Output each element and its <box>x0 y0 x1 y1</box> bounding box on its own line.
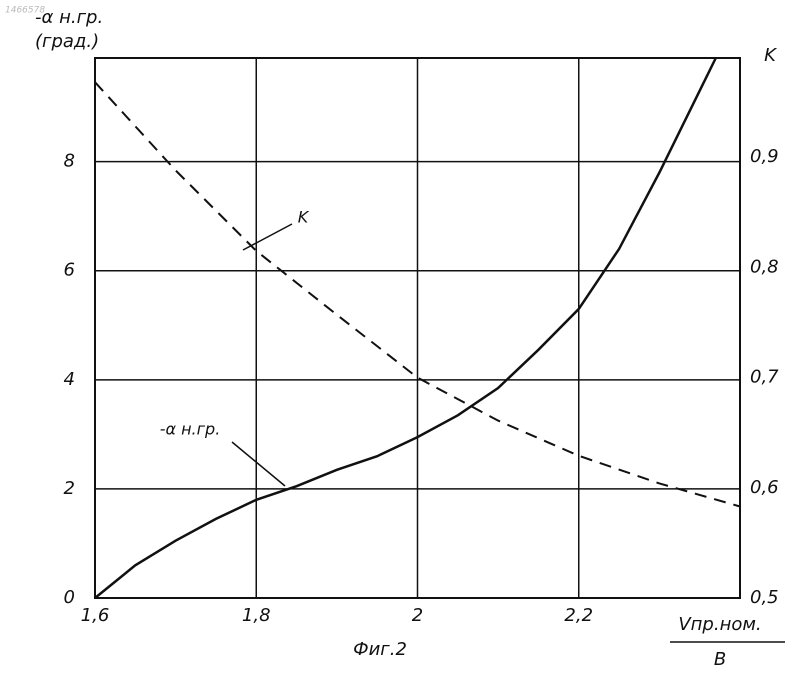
caption: Фиг.2 <box>353 639 407 660</box>
x-axis-label: B <box>714 649 726 670</box>
line-series <box>95 58 716 598</box>
y2-tick-label: 0,8 <box>750 256 779 277</box>
y2-tick-label: 0,6 <box>750 477 779 498</box>
y2-tick-label: 0,7 <box>750 367 779 388</box>
x-tick-label: 1,6 <box>81 605 110 626</box>
y2-tick-label: 0,9 <box>750 146 779 167</box>
y-axis-label: -α н.гр. <box>35 7 103 28</box>
series-label: -α н.гр. <box>160 420 221 439</box>
y-axis-label: (град.) <box>35 31 99 52</box>
leader-line <box>232 442 285 486</box>
y2-axis-label: K <box>764 45 777 66</box>
y-tick-label: 6 <box>64 260 75 281</box>
y2-tick-label: 0,5 <box>750 587 779 608</box>
leader-line <box>243 224 292 250</box>
x-tick-label: 2 <box>412 605 423 626</box>
chart: 1466578 -α н.гр. (град.) K Vпр.ном. B Фи… <box>0 0 800 684</box>
x-tick-label: 1,8 <box>242 605 271 626</box>
y-tick-label: 4 <box>64 369 75 390</box>
x-tick-label: 2,2 <box>564 605 593 626</box>
y-tick-label: 2 <box>64 478 75 499</box>
series-label: K <box>298 208 310 227</box>
x-axis-label: Vпр.ном. <box>678 614 761 635</box>
y-tick-label: 8 <box>64 151 75 172</box>
y-tick-label: 0 <box>64 587 75 608</box>
